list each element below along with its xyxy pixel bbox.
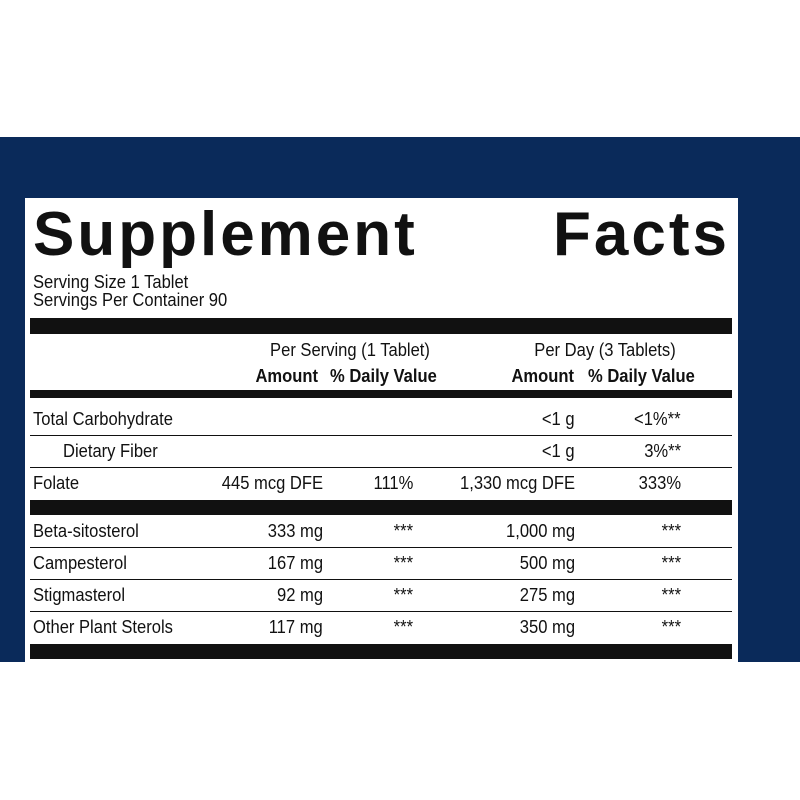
nutrient-value: 111%: [373, 473, 413, 493]
nutrient-value: 117 mg: [268, 617, 323, 637]
column-header: % Daily Value: [588, 366, 695, 386]
nutrient-value: ***: [661, 585, 681, 605]
nutrient-value: ***: [393, 521, 413, 541]
column-group: Per Day (3 Tablets): [534, 340, 676, 360]
nutrient-value: ***: [393, 553, 413, 573]
thick-rule: [30, 644, 732, 659]
nutrient-value: 445 mcg DFE: [221, 473, 323, 493]
nutrient-name: Other Plant Sterols: [33, 617, 173, 637]
nutrient-value: 350 mg: [519, 617, 575, 637]
column-header: Amount: [511, 366, 574, 386]
row-rule: [30, 435, 732, 436]
column-header: Amount: [255, 366, 318, 386]
nutrient-value: ***: [393, 585, 413, 605]
nutrient-value: 275 mg: [519, 585, 575, 605]
title: Supplement Facts: [33, 200, 730, 269]
nutrient-value: <1 g: [542, 441, 575, 461]
nutrient-value: ***: [393, 617, 413, 637]
thick-rule: [30, 318, 732, 334]
nutrient-name: Total Carbohydrate: [33, 409, 173, 429]
nutrient-value: 1,330 mcg DFE: [459, 473, 575, 493]
label-panel: [25, 198, 738, 662]
nutrient-value: 333 mg: [267, 521, 323, 541]
nutrient-value: <1 g: [542, 409, 575, 429]
column-group: Per Serving (1 Tablet): [270, 340, 430, 360]
nutrient-value: 167 mg: [267, 553, 323, 573]
row-rule: [30, 467, 732, 468]
nutrient-name: Campesterol: [33, 553, 127, 573]
nutrient-value: 92 mg: [276, 585, 323, 605]
row-rule: [30, 579, 732, 580]
nutrient-name: Stigmasterol: [33, 585, 126, 605]
row-rule: [30, 547, 732, 548]
nutrient-name: Folate: [33, 473, 80, 493]
nutrient-value: 1,000 mg: [505, 521, 575, 541]
nutrient-value: ***: [661, 521, 681, 541]
medium-rule: [30, 390, 732, 398]
nutrient-value: ***: [661, 617, 681, 637]
thick-rule: [30, 500, 732, 515]
nutrient-value: <1%**: [634, 409, 681, 429]
servings-per-container: Servings Per Container 90: [33, 290, 228, 310]
nutrient-value: 500 mg: [519, 553, 575, 573]
nutrient-value: 3%**: [644, 441, 681, 461]
row-rule: [30, 611, 732, 612]
serving-size: Serving Size 1 Tablet: [33, 272, 189, 292]
nutrient-value: 333%: [638, 473, 681, 493]
column-header: % Daily Value: [330, 366, 437, 386]
nutrient-name: Dietary Fiber: [63, 441, 158, 461]
nutrient-name: Beta-sitosterol: [33, 521, 139, 541]
nutrient-value: ***: [661, 553, 681, 573]
